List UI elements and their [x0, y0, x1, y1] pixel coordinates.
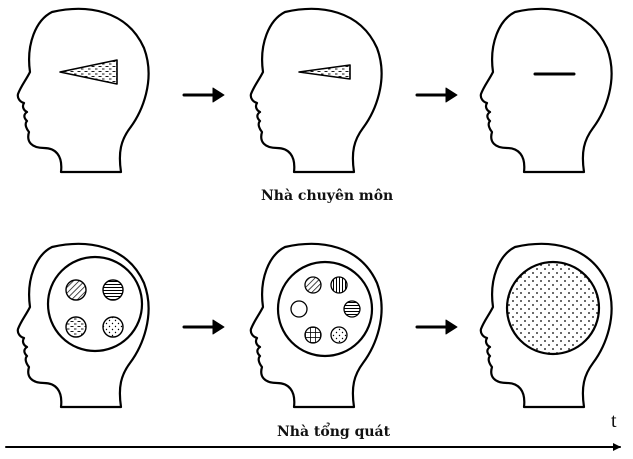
field-circle-dotted — [103, 317, 123, 337]
specialist-head-3 — [481, 9, 612, 172]
field-circle-empty — [291, 301, 307, 317]
field-circle-dotted — [331, 327, 347, 343]
field-circle-vertical — [331, 277, 347, 293]
specialist-head-2 — [251, 9, 382, 172]
field-circle-diagonal — [66, 280, 86, 300]
generalist-caption: Nhà tổng quát — [277, 424, 390, 440]
knowledge-pool-filled — [507, 262, 599, 354]
knowledge-cone-narrow — [299, 65, 350, 79]
transition-arrow-3 — [184, 320, 224, 334]
transition-arrow-4 — [417, 320, 457, 334]
transition-arrow-1 — [184, 88, 224, 102]
field-circle-horizontal — [344, 301, 360, 317]
knowledge-pool — [48, 257, 142, 351]
specialist-caption: Nhà chuyên môn — [261, 188, 393, 204]
generalist-head-2 — [251, 244, 382, 407]
field-circle-diagonal — [305, 277, 321, 293]
field-circle-horizontal — [103, 280, 123, 300]
generalist-head-3 — [481, 244, 612, 407]
specialist-head-1 — [18, 9, 149, 172]
knowledge-cone-wide — [60, 60, 117, 84]
time-axis-label: t — [611, 410, 617, 433]
transition-arrow-2 — [417, 88, 457, 102]
field-circle-grid — [305, 327, 321, 343]
field-circle-dashed — [66, 317, 86, 337]
generalist-head-1 — [18, 244, 149, 407]
